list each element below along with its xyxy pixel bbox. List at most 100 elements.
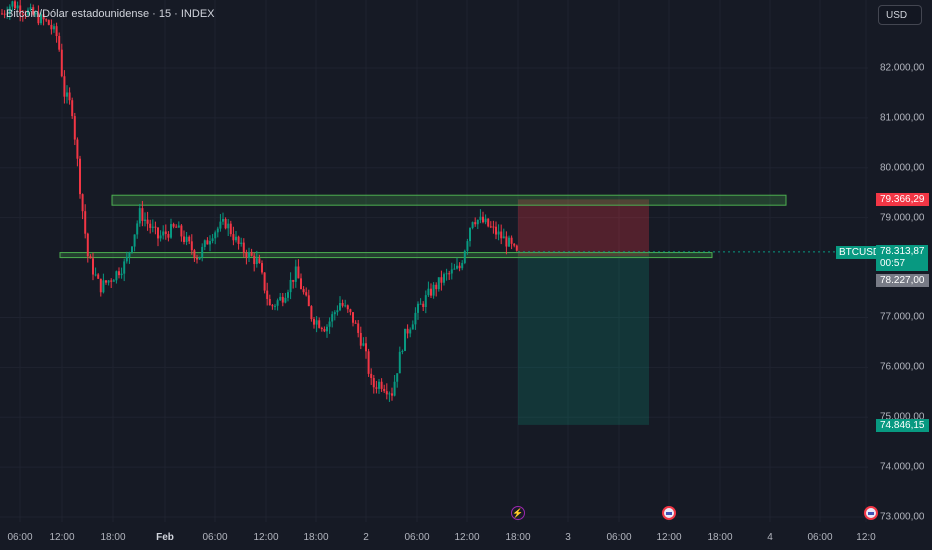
candle-down	[97, 274, 100, 279]
candle-down	[242, 242, 245, 253]
candle-up	[198, 256, 201, 260]
candle-down	[352, 312, 354, 323]
candle-down	[141, 208, 144, 221]
candle-down	[188, 236, 191, 242]
currency-button[interactable]: USD	[878, 5, 922, 25]
candle-down	[263, 272, 266, 291]
time-tick-label: Feb	[156, 532, 174, 543]
candle-up	[276, 300, 279, 306]
candle-down	[370, 373, 373, 379]
candle-up	[107, 280, 110, 283]
candle-up	[466, 241, 469, 251]
candle-up	[484, 218, 487, 223]
candle-up	[162, 231, 165, 236]
candle-down	[180, 225, 183, 237]
candle-up	[128, 252, 131, 257]
resistance-zone	[111, 194, 787, 206]
candle-down	[86, 233, 89, 257]
candle-up	[151, 226, 154, 228]
candle-up	[123, 261, 126, 274]
candle-up	[185, 236, 188, 242]
candle-down	[367, 351, 370, 374]
candle-up	[144, 219, 146, 221]
candle-down	[118, 271, 120, 276]
candle-up	[409, 329, 412, 334]
candle-down	[492, 226, 495, 228]
price-tick-label: 80.000,00	[880, 162, 925, 174]
candle-up	[453, 268, 456, 270]
candle-down	[21, 13, 24, 15]
candle-up	[112, 280, 115, 282]
candle-down	[47, 20, 50, 25]
candle-up	[170, 224, 172, 238]
candle-up	[339, 302, 341, 311]
candle-up	[401, 350, 404, 352]
price-tick-label: 73.000,00	[880, 511, 925, 523]
candle-down	[172, 224, 175, 227]
candle-up	[476, 219, 479, 225]
candle-down	[281, 296, 284, 303]
support-zone	[59, 252, 713, 259]
candle-down	[32, 7, 35, 15]
candle-down	[365, 343, 367, 352]
candle-up	[508, 237, 510, 247]
candle-up	[443, 274, 445, 283]
time-tick-label: 4	[767, 532, 773, 543]
candle-up	[255, 258, 258, 265]
candle-up	[378, 381, 380, 389]
candle-up	[6, 13, 9, 15]
lightning-icon[interactable]: ⚡	[511, 506, 525, 520]
candle-down	[505, 236, 508, 247]
candle-up	[497, 231, 500, 235]
candle-up	[102, 280, 105, 293]
candle-down	[313, 319, 315, 325]
candle-up	[450, 269, 453, 274]
symbol-tag: BTCUSD	[836, 246, 884, 259]
candle-down	[302, 289, 305, 293]
candle-up	[115, 271, 118, 281]
candle-down	[448, 273, 451, 275]
candle-up	[211, 238, 214, 242]
candle-up	[344, 305, 347, 307]
candle-up	[315, 320, 318, 325]
candle-up	[29, 7, 32, 10]
candle-up	[419, 303, 422, 305]
candle-up	[53, 26, 55, 30]
time-tick-label: 06:00	[7, 532, 33, 543]
candle-up	[411, 324, 414, 330]
candle-down	[68, 92, 71, 101]
candle-down	[19, 5, 22, 14]
price-tick-label: 76.000,00	[880, 361, 925, 373]
candle-down	[157, 227, 159, 239]
candle-down	[224, 219, 227, 229]
candle-down	[60, 49, 63, 77]
candle-down	[183, 236, 185, 242]
candle-down	[318, 320, 321, 328]
candle-down	[50, 24, 53, 30]
candle-down	[14, 1, 16, 9]
candle-down	[359, 332, 362, 346]
symbol-title: Bitcoin/Dólar estadounidense · 15 · INDE…	[6, 8, 215, 20]
candle-up	[479, 216, 482, 220]
candle-down	[92, 258, 94, 275]
stop-price-tag: 79.366,29	[876, 193, 929, 206]
time-tick-label: 12:0	[856, 532, 876, 543]
candle-up	[274, 305, 276, 307]
candle-up	[404, 328, 406, 351]
candle-down	[268, 298, 271, 306]
candle-up	[469, 228, 471, 242]
candle-up	[235, 236, 237, 241]
price-tick-label: 79.000,00	[880, 212, 925, 224]
candle-down	[1, 13, 3, 15]
us-flag-icon[interactable]	[662, 506, 676, 520]
bar-countdown: 00:57	[880, 258, 906, 269]
candle-down	[196, 258, 198, 260]
candle-down	[341, 302, 344, 306]
time-tick-label: 18:00	[707, 532, 733, 543]
candle-up	[209, 241, 211, 245]
candle-down	[513, 243, 516, 246]
us-flag-icon[interactable]	[864, 506, 878, 520]
candle-down	[81, 194, 84, 212]
time-tick-label: 18:00	[100, 532, 126, 543]
